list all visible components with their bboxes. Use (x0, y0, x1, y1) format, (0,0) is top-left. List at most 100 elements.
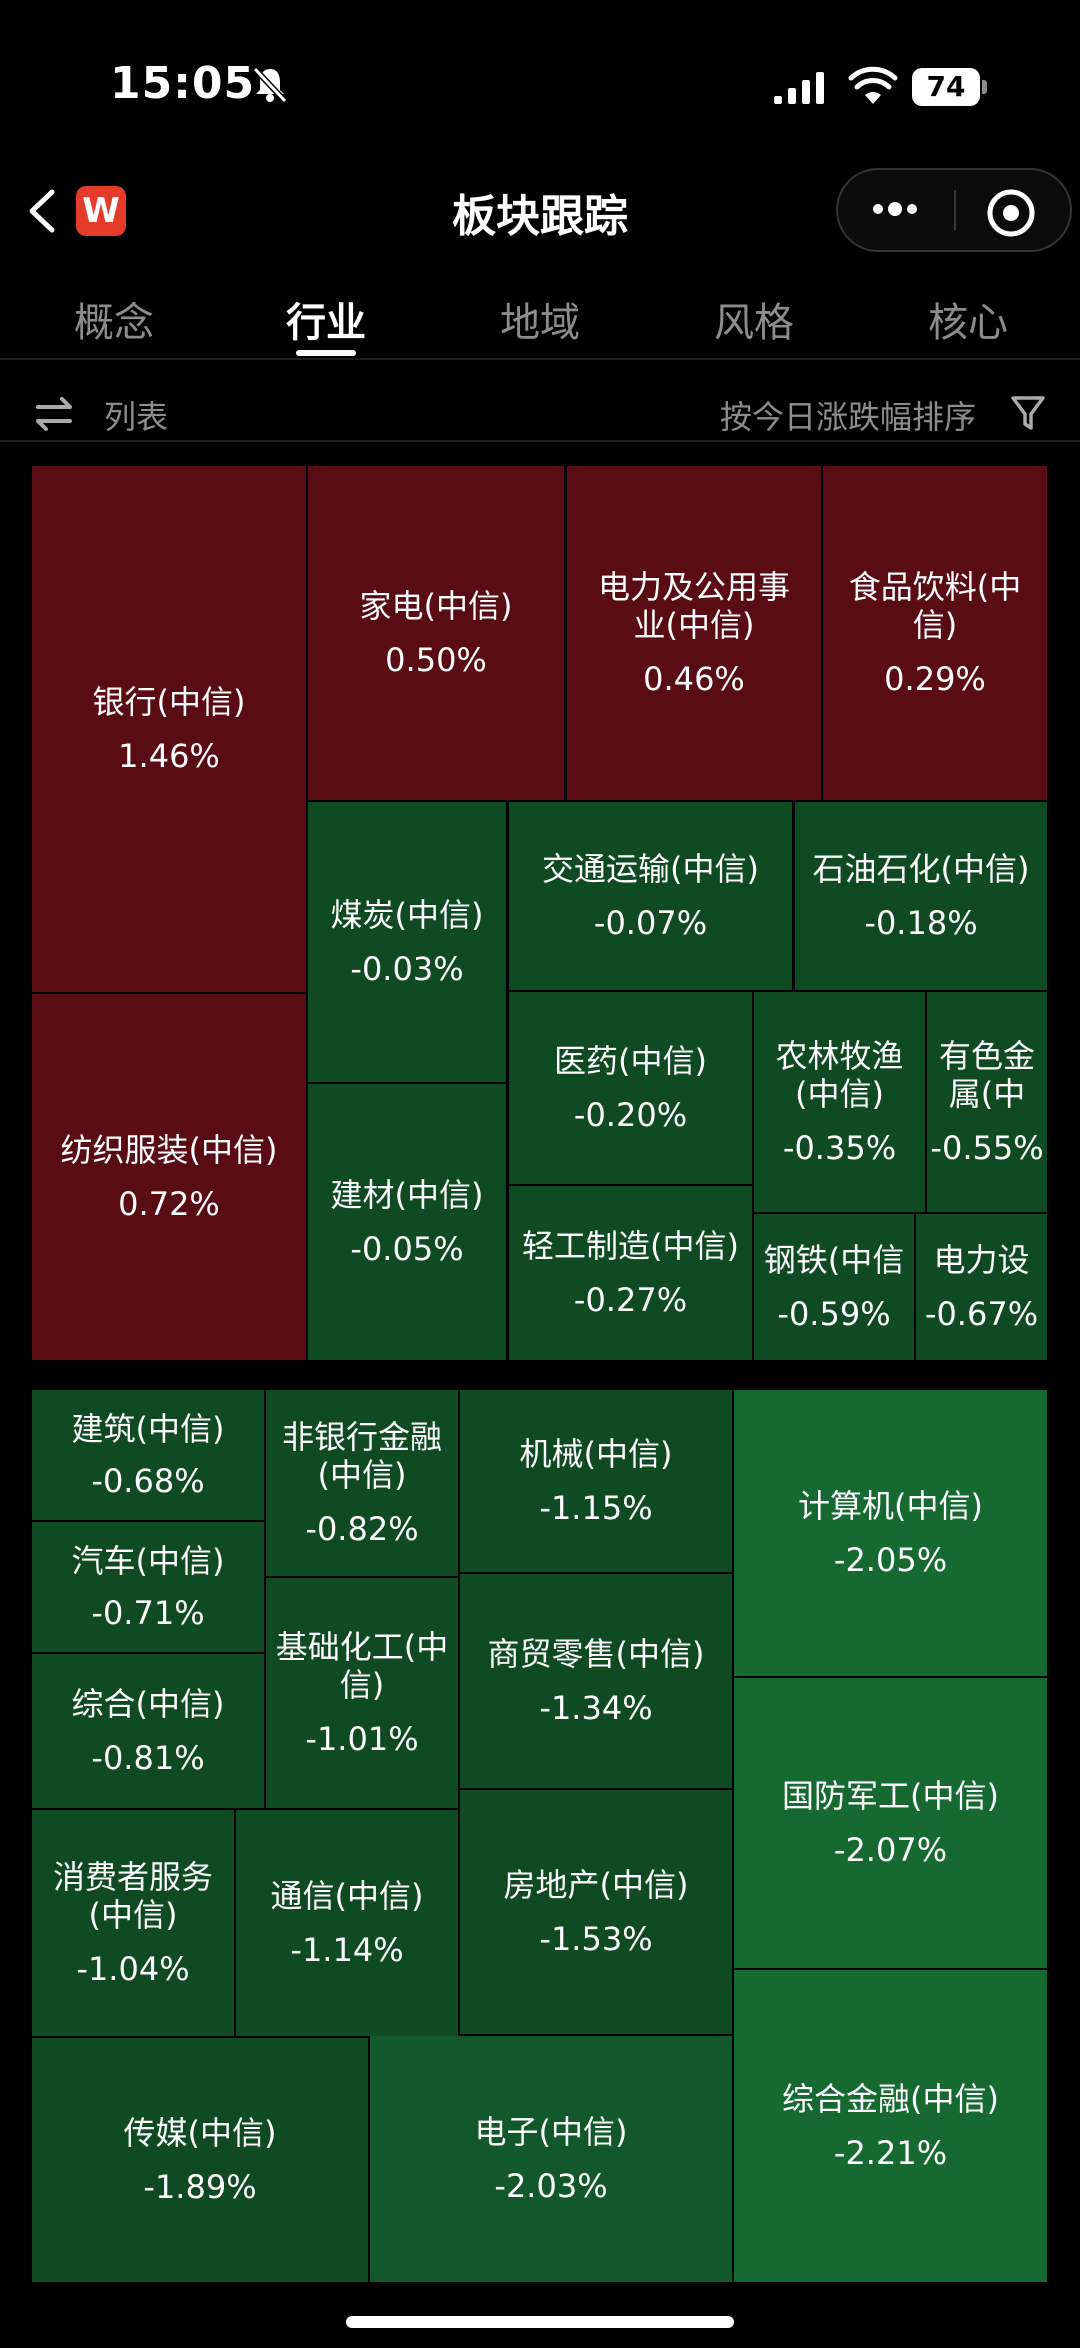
sector-name: 石油石化(中信) (812, 850, 1030, 888)
sector-change: -1.89% (143, 2168, 257, 2206)
sector-name: 家电(中信) (359, 587, 513, 625)
sector-tile[interactable]: 国防军工(中信) -2.07% (734, 1678, 1047, 1968)
list-view-button[interactable]: 列表 (104, 398, 169, 436)
sector-change: -2.07% (833, 1831, 948, 1869)
sector-name: 机械(中信) (519, 1435, 673, 1473)
sector-change: -0.68% (91, 1462, 205, 1500)
sector-tile[interactable]: 房地产(中信) -1.53% (460, 1790, 732, 2034)
switch-view-icon[interactable] (34, 394, 74, 434)
sector-name: 非银行金融(中信) (281, 1418, 442, 1494)
sector-change: 0.46% (643, 660, 745, 698)
sector-tile[interactable]: 商贸零售(中信) -1.34% (460, 1574, 732, 1788)
back-arrow-icon[interactable] (24, 186, 60, 236)
sector-tile[interactable]: 石油石化(中信) -0.18% (795, 802, 1047, 990)
sector-change: -0.59% (777, 1295, 891, 1333)
sector-tile[interactable]: 轻工制造(中信) -0.27% (509, 1186, 752, 1360)
toolbar-divider (0, 440, 1080, 442)
sector-name: 有色金属(中 (938, 1037, 1035, 1113)
sector-tile[interactable]: 农林牧渔(中信) -0.35% (754, 992, 925, 1212)
sector-name: 国防军工(中信) (782, 1777, 999, 1815)
sector-change: -0.27% (573, 1281, 688, 1319)
sector-name: 计算机(中信) (798, 1487, 983, 1525)
more-dots-icon[interactable] (870, 194, 920, 224)
sector-name: 建材(中信) (330, 1176, 484, 1214)
tab-region[interactable]: 地域 (500, 300, 580, 346)
tab-industry[interactable]: 行业 (286, 300, 366, 346)
close-program-icon[interactable] (986, 188, 1036, 238)
sector-change: -0.20% (573, 1096, 688, 1134)
sector-tile[interactable]: 消费者服务(中信) -1.04% (32, 1810, 234, 2036)
app-logo: W (76, 186, 126, 236)
sector-name: 电力设 (933, 1241, 1030, 1279)
sector-name: 传媒(中信) (123, 2114, 277, 2152)
sector-change: 1.46% (118, 737, 220, 775)
sector-tile[interactable]: 钢铁(中信 -0.59% (754, 1214, 914, 1360)
sector-name: 电子(中信) (474, 2113, 628, 2151)
sector-tile[interactable]: 综合金融(中信) -2.21% (734, 1970, 1047, 2282)
sector-tile[interactable]: 电力及公用事业(中信) 0.46% (567, 466, 821, 800)
home-indicator[interactable] (346, 2316, 734, 2328)
sector-tile[interactable]: 食品饮料(中信) 0.29% (823, 466, 1047, 800)
sector-name: 基础化工(中信) (275, 1628, 449, 1704)
tab-core[interactable]: 核心 (928, 300, 1008, 346)
sector-name: 交通运输(中信) (542, 850, 759, 888)
sector-tile[interactable]: 电力设 -0.67% (916, 1214, 1047, 1360)
sector-change: -1.04% (76, 1950, 190, 1988)
sector-name: 汽车(中信) (71, 1542, 225, 1580)
sector-tile[interactable]: 医药(中信) -0.20% (509, 992, 752, 1184)
sector-change: 0.29% (884, 660, 986, 698)
sector-name: 银行(中信) (92, 683, 246, 721)
sector-change: -0.82% (305, 1510, 419, 1548)
sector-change: -0.55% (930, 1129, 1044, 1167)
bell-muted-icon (252, 66, 288, 104)
sector-tile[interactable]: 计算机(中信) -2.05% (734, 1390, 1047, 1676)
sector-change: -0.05% (350, 1230, 464, 1268)
sector-tile[interactable]: 机械(中信) -1.15% (460, 1390, 732, 1572)
sector-tile[interactable]: 传媒(中信) -1.89% (32, 2038, 368, 2282)
sector-change: -2.21% (833, 2134, 948, 2172)
sort-order-button[interactable]: 按今日涨跌幅排序 (719, 398, 976, 436)
sector-change: -0.35% (782, 1129, 897, 1167)
sector-tile[interactable]: 通信(中信) -1.14% (236, 1810, 458, 2036)
sector-change: -2.05% (833, 1541, 948, 1579)
sector-name: 电力及公用事业(中信) (597, 568, 790, 644)
sector-tile[interactable]: 建筑(中信) -0.68% (32, 1390, 264, 1520)
sector-change: -0.81% (91, 1739, 205, 1777)
sector-tile[interactable]: 非银行金融(中信) -0.82% (266, 1390, 458, 1576)
sector-tile[interactable]: 有色金属(中 -0.55% (927, 992, 1047, 1212)
tab-divider (0, 358, 1080, 360)
sector-change: -1.14% (290, 1931, 404, 1969)
sector-change: -0.03% (350, 950, 464, 988)
filter-icon[interactable] (1010, 394, 1046, 434)
sector-tile[interactable]: 银行(中信) 1.46% (32, 466, 306, 992)
sector-tile[interactable]: 电子(中信) -2.03% (370, 2036, 732, 2282)
battery-indicator: 74 (912, 68, 980, 106)
sector-name: 建筑(中信) (71, 1410, 225, 1448)
sector-tile[interactable]: 综合(中信) -0.81% (32, 1654, 264, 1808)
battery-tip (982, 80, 987, 94)
sector-change: -0.71% (91, 1594, 205, 1632)
sector-name: 商贸零售(中信) (487, 1635, 705, 1673)
sector-change: -1.34% (539, 1689, 653, 1727)
sector-change: -2.03% (494, 2167, 608, 2205)
sector-tile[interactable]: 交通运输(中信) -0.07% (509, 802, 792, 990)
sector-name: 消费者服务(中信) (52, 1858, 213, 1934)
sector-name: 食品饮料(中信) (848, 568, 1022, 644)
sector-name: 房地产(中信) (503, 1866, 689, 1904)
sector-tile[interactable]: 纺织服装(中信) 0.72% (32, 994, 306, 1360)
status-time: 15:05 (110, 58, 256, 109)
sector-tile[interactable]: 煤炭(中信) -0.03% (308, 802, 506, 1082)
sector-change: -1.15% (539, 1489, 653, 1527)
sector-name: 轻工制造(中信) (522, 1227, 739, 1265)
sector-name: 煤炭(中信) (330, 896, 484, 934)
sector-name: 农林牧渔(中信) (775, 1037, 904, 1113)
sector-change: -0.18% (864, 904, 978, 942)
sector-change: 0.50% (385, 641, 487, 679)
tab-concept[interactable]: 概念 (74, 300, 154, 346)
sector-change: -1.01% (305, 1720, 419, 1758)
sector-tile[interactable]: 汽车(中信) -0.71% (32, 1522, 264, 1652)
sector-tile[interactable]: 基础化工(中信) -1.01% (266, 1578, 458, 1808)
tab-style[interactable]: 风格 (714, 300, 794, 346)
sector-tile[interactable]: 建材(中信) -0.05% (308, 1084, 506, 1360)
sector-tile[interactable]: 家电(中信) 0.50% (308, 466, 564, 800)
